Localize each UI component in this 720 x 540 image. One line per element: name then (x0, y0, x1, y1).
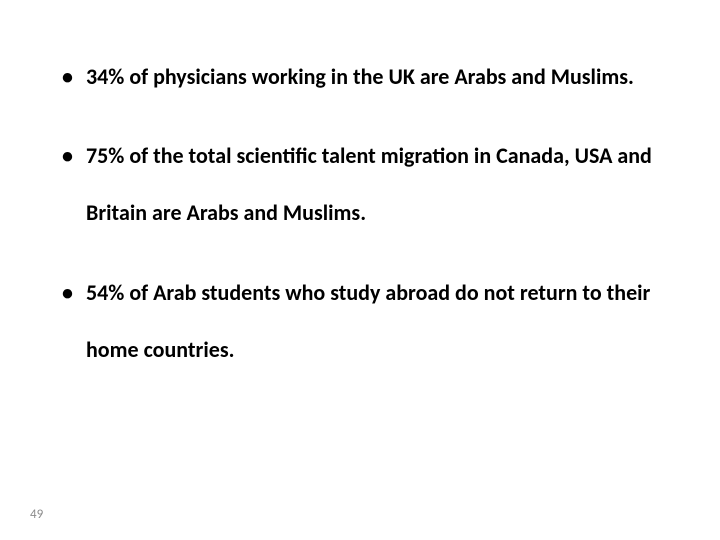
bullet-list: 34% of physicians working in the UK are … (58, 48, 662, 378)
list-item: 75% of the total scientific talent migra… (58, 127, 662, 241)
bullet-text: 54% of Arab students who study abroad do… (86, 279, 650, 363)
list-item: 34% of physicians working in the UK are … (58, 48, 662, 105)
list-item: 54% of Arab students who study abroad do… (58, 264, 662, 378)
bullet-text: 34% of physicians working in the UK are … (86, 63, 634, 90)
bullet-text: 75% of the total scientific talent migra… (86, 142, 652, 226)
page-number: 49 (30, 507, 43, 522)
slide: 34% of physicians working in the UK are … (0, 0, 720, 540)
page-number-value: 49 (30, 507, 43, 522)
